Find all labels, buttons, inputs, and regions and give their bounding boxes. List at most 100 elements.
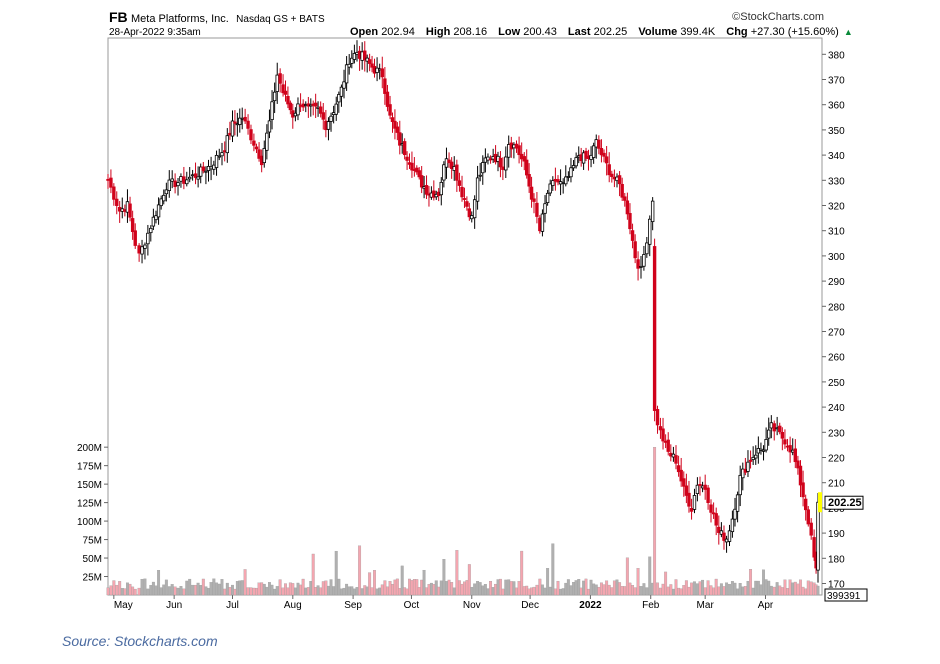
volume-tick-label: 100M bbox=[77, 517, 102, 528]
volume-bar bbox=[179, 586, 183, 596]
candle-body bbox=[182, 176, 186, 184]
volume-bar bbox=[170, 584, 174, 596]
candle-body bbox=[402, 141, 407, 156]
candle-body bbox=[204, 170, 208, 173]
candle-body bbox=[727, 530, 732, 542]
candle-body bbox=[339, 86, 344, 97]
volume-bar bbox=[532, 586, 536, 596]
volume-bar bbox=[420, 579, 424, 596]
stockcharts-brand: ©StockCharts.com bbox=[732, 11, 824, 23]
volume-bar bbox=[228, 587, 232, 596]
candle-body bbox=[689, 507, 694, 512]
candle-body bbox=[252, 140, 256, 146]
candle-body bbox=[214, 154, 219, 168]
volume-bar bbox=[666, 586, 670, 596]
candle-body bbox=[475, 177, 480, 202]
chart-title: FB Meta Platforms, Inc. Nasdaq GS + BATS bbox=[109, 9, 325, 25]
volume-bar bbox=[801, 586, 805, 596]
volume-bar bbox=[759, 584, 763, 596]
candle-body bbox=[352, 53, 357, 60]
volume-bar bbox=[301, 578, 305, 596]
volume-bar bbox=[756, 580, 760, 596]
volume-bar bbox=[677, 587, 681, 596]
volume-bar bbox=[653, 447, 657, 596]
candle-body bbox=[733, 508, 737, 520]
candle-body bbox=[265, 132, 269, 151]
x-axis-label: Dec bbox=[521, 600, 539, 611]
volume-bar bbox=[722, 586, 726, 596]
volume-bar bbox=[212, 578, 216, 596]
high-label: High bbox=[425, 26, 451, 38]
candle-body bbox=[569, 167, 573, 178]
volume-bar bbox=[319, 587, 323, 596]
volume-bar bbox=[437, 586, 441, 596]
candle-body bbox=[772, 423, 776, 432]
x-axis-label: 2022 bbox=[579, 600, 602, 611]
volume-bar bbox=[569, 585, 573, 596]
candle-body bbox=[447, 159, 451, 164]
candle-body bbox=[347, 63, 351, 68]
candle-body bbox=[687, 492, 691, 507]
volume-bar bbox=[255, 587, 258, 596]
candle-body bbox=[735, 494, 740, 512]
volume-bar bbox=[233, 588, 237, 596]
candle-body bbox=[706, 487, 710, 503]
volume-bar bbox=[329, 579, 333, 596]
candle-body bbox=[801, 482, 805, 498]
candle-body bbox=[620, 184, 624, 198]
price-tick-label: 310 bbox=[828, 227, 845, 238]
candle-body bbox=[754, 454, 758, 459]
candle-body bbox=[636, 259, 640, 269]
candle-body bbox=[133, 230, 137, 246]
candle-body bbox=[388, 104, 392, 116]
volume-tick-label: 175M bbox=[77, 462, 102, 473]
candle-body bbox=[639, 265, 643, 268]
volume-bar bbox=[154, 585, 158, 596]
volume-bar bbox=[217, 583, 221, 596]
volume-bar bbox=[143, 578, 147, 596]
candle-body bbox=[225, 135, 230, 154]
candle-body bbox=[796, 460, 800, 469]
volume-bar bbox=[690, 582, 694, 596]
volume-bar bbox=[551, 543, 555, 596]
candle-body bbox=[472, 199, 477, 219]
volume-bar bbox=[281, 587, 285, 596]
candle-body bbox=[574, 157, 578, 167]
candle-body bbox=[630, 230, 635, 241]
volume-bar bbox=[546, 568, 550, 596]
volume-bar bbox=[636, 568, 640, 596]
price-tick-label: 170 bbox=[828, 580, 845, 591]
volume-bar bbox=[337, 578, 341, 596]
x-axis-label: Oct bbox=[404, 600, 420, 611]
candle-body bbox=[233, 121, 237, 124]
volume-bar bbox=[730, 581, 734, 596]
volume-bar bbox=[631, 585, 635, 596]
candle-body bbox=[156, 204, 161, 218]
candle-body bbox=[564, 176, 568, 185]
price-tick-label: 380 bbox=[828, 50, 845, 61]
candle-body bbox=[344, 64, 349, 84]
volume-bar bbox=[151, 581, 155, 596]
volume-tick-label: 125M bbox=[77, 499, 102, 510]
volume-bar bbox=[342, 587, 346, 596]
chg-label: Chg bbox=[726, 26, 748, 38]
volume-tick-label: 75M bbox=[83, 536, 102, 547]
volume-tick-label: 25M bbox=[83, 573, 102, 584]
price-tick-label: 250 bbox=[828, 378, 845, 389]
volume-bar bbox=[786, 588, 789, 596]
candle-body bbox=[337, 94, 341, 103]
x-axis-label: Jun bbox=[166, 600, 182, 611]
candle-body bbox=[666, 439, 670, 452]
volume-bar bbox=[816, 585, 820, 596]
candle-body bbox=[507, 144, 511, 158]
candle-body bbox=[173, 180, 177, 188]
candle-body bbox=[318, 106, 323, 114]
candle-body bbox=[645, 242, 649, 255]
last-price-box bbox=[824, 495, 864, 510]
volume-bar bbox=[741, 586, 745, 596]
volume-bar bbox=[427, 584, 431, 596]
candle-body bbox=[179, 176, 183, 182]
volume-bar bbox=[592, 583, 596, 596]
volume-tick-label: 50M bbox=[83, 554, 102, 565]
candle-body bbox=[661, 428, 665, 442]
